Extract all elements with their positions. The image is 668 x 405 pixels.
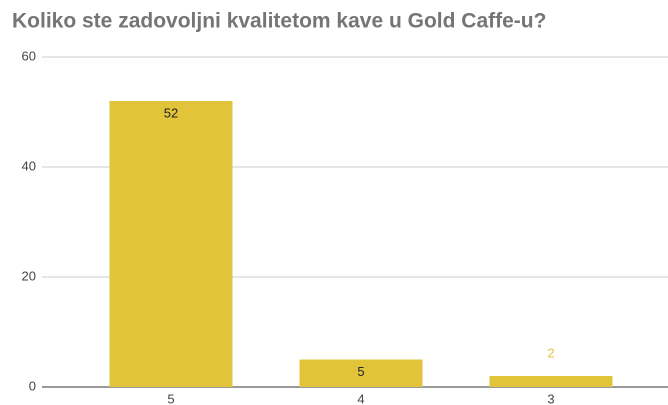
data-label: 2 xyxy=(547,345,554,360)
bar xyxy=(489,376,613,387)
bar xyxy=(109,101,233,387)
data-label: 52 xyxy=(164,105,178,120)
data-label: 5 xyxy=(357,364,364,379)
y-tick-label: 40 xyxy=(22,158,36,173)
y-tick-label: 0 xyxy=(29,378,36,393)
y-tick-label: 60 xyxy=(22,48,36,63)
y-tick-label: 20 xyxy=(22,268,36,283)
bar xyxy=(299,359,423,387)
x-tick-label: 5 xyxy=(167,391,174,405)
x-tick-label: 3 xyxy=(547,391,554,405)
x-tick-label: 4 xyxy=(357,391,364,405)
chart-title: Koliko ste zadovoljni kvalitetom kave u … xyxy=(12,10,546,33)
